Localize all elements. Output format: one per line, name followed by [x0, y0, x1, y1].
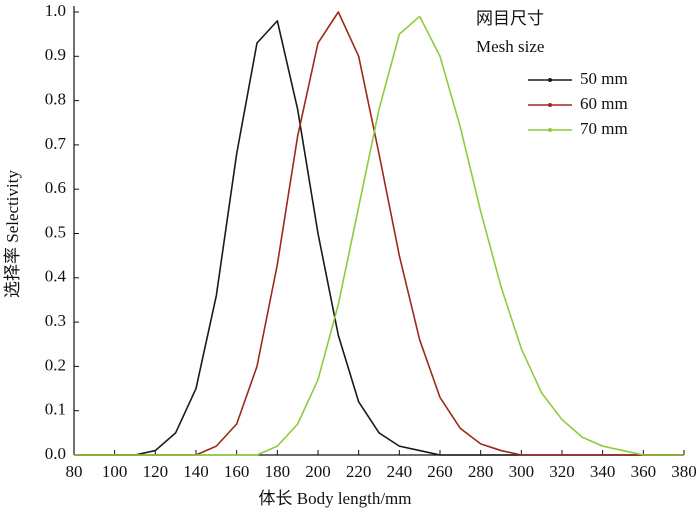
- legend-marker: [548, 128, 552, 132]
- x-tick-label: 80: [66, 462, 83, 481]
- x-tick-label: 260: [427, 462, 453, 481]
- legend-title: 网目尺寸: [476, 9, 544, 28]
- y-tick-label: 0.3: [45, 311, 66, 330]
- y-tick-label: 0.8: [45, 90, 66, 109]
- x-tick-label: 240: [387, 462, 413, 481]
- legend-marker: [548, 103, 552, 107]
- legend-title: Mesh size: [476, 37, 544, 56]
- y-tick-label: 0.6: [45, 178, 66, 197]
- legend-label: 70 mm: [580, 119, 628, 138]
- y-tick-label: 0.4: [45, 267, 67, 286]
- y-tick-label: 0.2: [45, 355, 66, 374]
- x-tick-label: 180: [265, 462, 291, 481]
- x-tick-label: 320: [549, 462, 575, 481]
- y-axis-label: 选择率 Selectivity: [3, 170, 22, 298]
- y-tick-label: 0.7: [45, 134, 67, 153]
- x-tick-label: 120: [143, 462, 169, 481]
- x-tick-label: 300: [509, 462, 535, 481]
- x-tick-label: 280: [468, 462, 494, 481]
- y-tick-label: 0.1: [45, 400, 66, 419]
- x-tick-label: 360: [631, 462, 657, 481]
- x-tick-label: 220: [346, 462, 372, 481]
- y-tick-label: 1.0: [45, 1, 66, 20]
- x-tick-label: 200: [305, 462, 331, 481]
- x-tick-label: 340: [590, 462, 616, 481]
- x-tick-label: 160: [224, 462, 250, 481]
- legend-label: 60 mm: [580, 94, 628, 113]
- x-tick-label: 100: [102, 462, 128, 481]
- legend-label: 50 mm: [580, 69, 628, 88]
- x-axis-label: 体长 Body length/mm: [259, 489, 412, 508]
- y-tick-label: 0.0: [45, 444, 66, 463]
- x-tick-label: 140: [183, 462, 209, 481]
- series-line: [74, 15, 684, 456]
- legend-marker: [548, 78, 552, 82]
- y-tick-label: 0.9: [45, 45, 66, 64]
- x-tick-label: 380: [671, 462, 697, 481]
- y-tick-label: 0.5: [45, 222, 66, 241]
